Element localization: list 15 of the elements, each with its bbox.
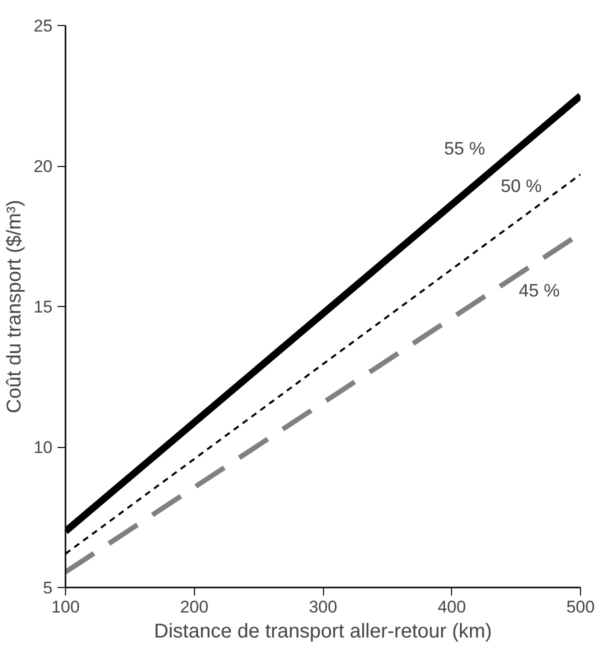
y-tick-label: 5 [43, 578, 53, 598]
x-axis-title: Distance de transport aller-retour (km) [154, 620, 492, 642]
x-tick-label: 500 [566, 598, 595, 616]
y-tick-label: 10 [34, 438, 53, 457]
series-label: 55 % [444, 138, 486, 159]
x-tick-label: 100 [51, 598, 80, 616]
y-tick-label: 20 [34, 157, 53, 176]
y-tick-label: 25 [34, 16, 53, 36]
y-tick-label: 15 [34, 298, 53, 316]
x-tick-label: 200 [180, 598, 208, 616]
x-tick-label: 300 [308, 598, 338, 616]
y-axis-title: Coût du transport ($/m³) [4, 200, 26, 414]
series-label: 45 % [518, 280, 560, 301]
x-tick-label: 400 [438, 598, 466, 616]
series-label: 50 % [500, 176, 542, 196]
